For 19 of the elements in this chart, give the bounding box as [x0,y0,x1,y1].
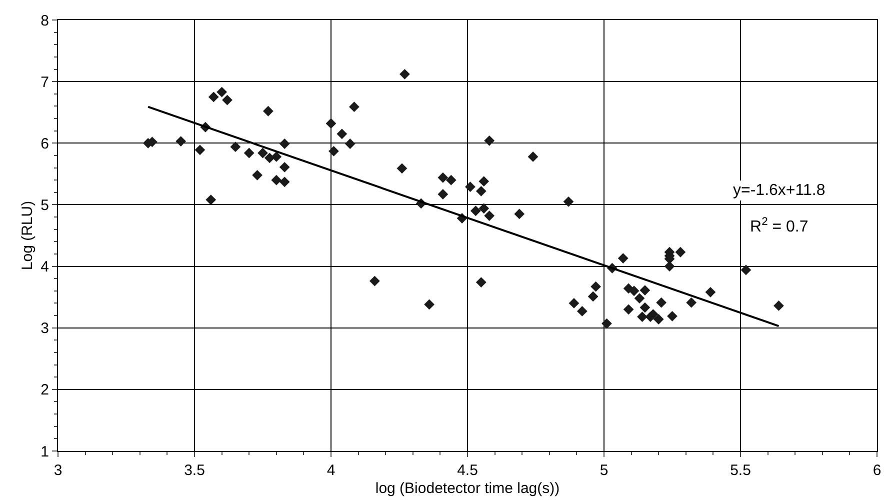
x-tick-label: 5.5 [730,462,751,479]
y-tick-label: 1 [40,443,49,460]
y-tick-label: 8 [40,12,49,30]
annotation: y=-1.6x+11.8 [733,182,826,199]
y-tick-label: 7 [40,74,49,91]
y-tick-label: 4 [40,258,49,276]
y-axis-title: Log (RLU) [18,200,36,270]
x-tick-label: 4 [326,462,336,479]
y-tick-label: 5 [40,196,49,214]
y-tick-label: 3 [40,320,49,338]
y-tick-label: 2 [40,382,49,399]
x-tick-label: 3 [54,462,62,479]
x-tick-label: 3.5 [184,462,205,479]
x-tick-label: 5 [600,462,608,479]
y-tick-label: 6 [40,135,49,152]
x-tick-label: 6 [872,462,882,479]
x-tick-label: 4.5 [457,462,478,479]
x-axis-title: log (Biodetector time lag(s)) [375,480,560,497]
annotation: R$^{2}$ = 0.7 [750,216,808,236]
